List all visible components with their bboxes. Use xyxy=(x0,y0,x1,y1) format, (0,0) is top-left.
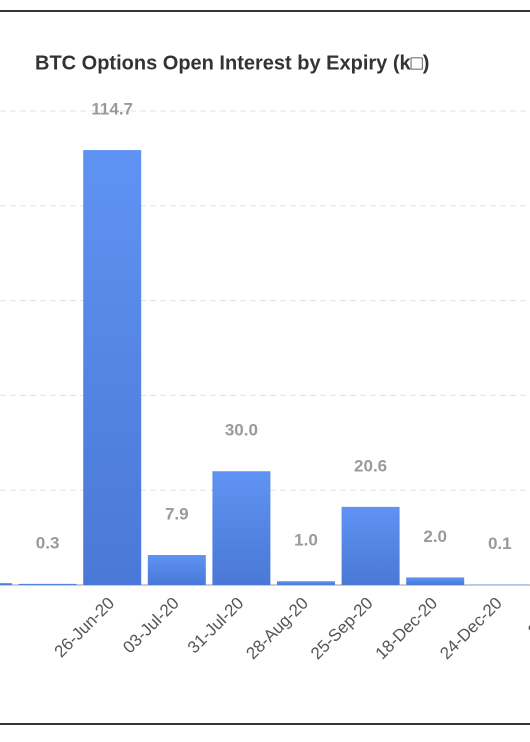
value-label: 114.7 xyxy=(91,100,133,119)
bar xyxy=(0,583,12,585)
bar xyxy=(83,150,142,585)
value-label: 0.1 xyxy=(488,534,512,553)
bar xyxy=(341,506,400,585)
x-tick-label: 25-Sep-20 xyxy=(307,594,377,664)
value-label: 1.0 xyxy=(294,531,318,550)
x-tick-label: 28-Aug-20 xyxy=(242,594,312,664)
x-tick-label: 25-De xyxy=(524,594,530,640)
bar xyxy=(18,583,77,585)
x-tick-label: 03-Jul-20 xyxy=(119,594,183,658)
chart-title: BTC Options Open Interest by Expiry (k□) xyxy=(35,52,429,74)
bar xyxy=(277,581,335,585)
x-tick-label: 24-Dec-20 xyxy=(436,594,506,664)
value-label: 7.9 xyxy=(165,505,189,524)
x-tick-label: 18-Dec-20 xyxy=(372,594,442,664)
value-label: 20.6 xyxy=(354,456,387,475)
value-label: 30.0 xyxy=(225,421,258,440)
value-label: 2.0 xyxy=(423,527,447,546)
bar xyxy=(212,471,271,585)
x-tick-label: 26-Jun-20 xyxy=(51,594,119,662)
x-tick-label: 31-Jul-20 xyxy=(184,594,248,658)
value-label: 0.3 xyxy=(36,533,60,552)
bar xyxy=(147,555,206,585)
bar xyxy=(406,577,465,585)
